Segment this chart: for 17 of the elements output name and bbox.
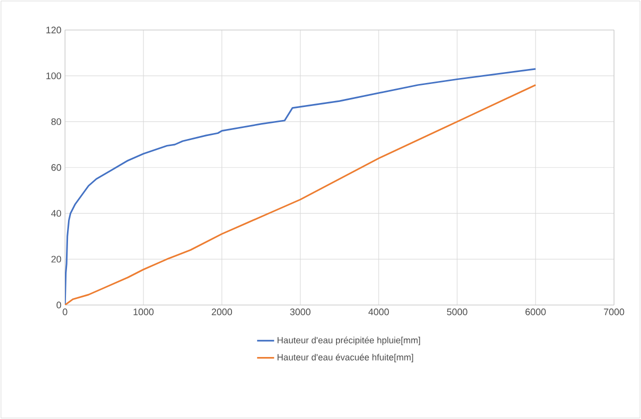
x-tick-label: 1000 — [134, 308, 154, 316]
x-tick-label: 6000 — [526, 308, 546, 316]
y-tick-label: 120 — [46, 26, 62, 34]
x-tick-label: 0 — [62, 308, 68, 316]
y-tick-label: 60 — [51, 164, 62, 171]
y-tick-label: 40 — [51, 210, 62, 217]
x-tick-label: 2000 — [212, 308, 232, 316]
x-tick-label: 7000 — [604, 308, 624, 316]
x-tick-label: 5000 — [446, 308, 468, 316]
y-tick-label: 80 — [51, 118, 62, 126]
y-tick-label: 20 — [51, 256, 62, 263]
y-tick-label: 100 — [46, 72, 62, 80]
legend-label: Hauteur d'eau précipitée hpluie[mm] — [278, 336, 420, 346]
y-tick-label: 0 — [56, 302, 62, 308]
x-tick-label: 4000 — [368, 308, 389, 316]
x-tick-label: 3000 — [290, 308, 310, 316]
legend-label: Hauteur d'eau évacuée hfuite[mm] — [278, 354, 414, 362]
